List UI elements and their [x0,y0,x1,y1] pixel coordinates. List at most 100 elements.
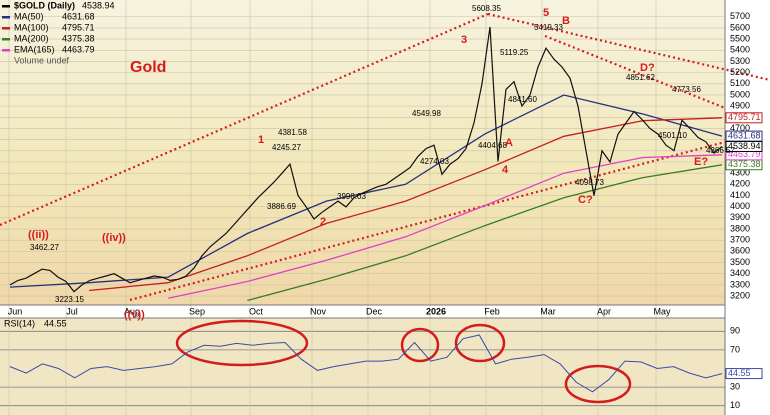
price-label: 4851.62 [626,73,655,82]
y-tick-label: 3900 [730,212,750,222]
x-tick-label: Jun [8,306,23,316]
y-tick-label: 70 [730,344,740,354]
wave-label: 4 [502,164,509,176]
price-label: 4549.98 [412,109,441,118]
value-tag-label: 4795.71 [728,112,761,122]
value-tag [725,140,763,152]
legend-swatch [2,5,10,8]
x-tick-label: Aug [124,306,140,316]
ma-line [89,117,723,292]
highlight-circle [564,364,632,404]
price-line [9,26,723,293]
price-label: 3462.27 [30,243,59,252]
wave-label: C? [578,194,593,206]
wave-label: A [505,137,513,149]
value-tag [725,368,763,380]
price-label: 4501.10 [658,131,687,140]
x-tick-label: Jul [66,306,78,316]
price-label: 4381.58 [278,128,307,137]
x-tick-label: Mar [540,306,556,316]
price-label: 4366.57 [706,146,735,155]
y-tick-label: 4100 [730,190,750,200]
ma-line [247,164,723,302]
wave-label: ((ii)) [28,229,49,241]
value-tag [725,112,763,124]
x-tick-label: Feb [484,306,500,316]
y-tick-label: 4700 [730,123,750,133]
y-tick-label: 90 [730,326,740,336]
rsi-value: 44.55 [44,318,67,328]
y-tick-label: 10 [730,400,740,410]
legend-swatch [2,49,10,52]
wave-label: 1 [258,134,264,146]
trendline [544,34,726,110]
value-tag-label: 4375.38 [728,159,761,169]
wave-label: ((iv)) [102,232,126,244]
trendline [487,12,770,82]
y-tick-label: 3300 [730,279,750,289]
legend-label: MA(100) [14,22,49,32]
legend-value: 4538.94 [82,0,115,10]
y-tick-label: 4000 [730,201,750,211]
y-tick-label: 3200 [730,290,750,300]
legend-label: MA(50) [14,11,44,21]
price-label: 4274.03 [420,157,449,166]
legend-swatch [2,38,10,41]
legend-label: Volume undef [14,55,70,65]
wave-label: 3 [461,34,467,46]
price-label: 4404.68 [478,141,507,150]
x-tick-label: May [653,306,671,316]
highlight-circle [400,327,440,363]
wave-label: D? [640,62,655,74]
rsi-circles [175,319,632,404]
y-tick-label: 3500 [730,257,750,267]
value-tag-label: 4631.68 [728,130,761,140]
highlight-circle [454,323,506,363]
highlight-circle [175,319,309,367]
y-tick-label: 3800 [730,223,750,233]
x-tick-label: Sep [189,306,205,316]
y-tick-label: 5100 [730,78,750,88]
y-tick-label: 5600 [730,22,750,32]
price-panel [0,0,725,305]
legend-value: 4375.38 [62,33,95,43]
y-tick-label: 5300 [730,56,750,66]
x-tick-label: Dec [366,306,383,316]
price-label: 5419.33 [534,23,563,32]
price-label: 4098.73 [575,178,604,187]
x-tick-label: 2026 [426,306,446,316]
legend-label: MA(200) [14,33,49,43]
wave-label: 2 [320,216,326,228]
y-tick-label: 3400 [730,268,750,278]
legend-label: $GOLD (Daily) [14,0,75,10]
x-tick-label: Apr [597,306,611,316]
ma-line [9,94,723,288]
price-label: 3886.69 [267,202,296,211]
price-label: 4773.56 [672,85,701,94]
y-tick-label: 5500 [730,33,750,43]
y-tick-label: 4200 [730,179,750,189]
rsi-title: RSI(14) [4,318,35,328]
price-label: 4841.60 [508,95,537,104]
price-label: 3998.03 [337,192,366,201]
y-tick-label: 30 [730,381,740,391]
legend-label: EMA(165) [14,44,55,54]
wave-label: 5 [543,7,549,19]
y-tick-label: 3700 [730,235,750,245]
y-tick-label: 5700 [730,11,750,21]
y-tick-label: 5000 [730,89,750,99]
value-tag-label: 4463.79 [728,149,761,159]
wave-label: ((v)) [124,309,145,321]
price-label: 3223.15 [55,295,84,304]
legend-value: 4631.68 [62,11,95,21]
value-tag-label: 44.55 [728,368,751,378]
annotation: Gold [130,59,166,76]
legend-value: 4795.71 [62,22,95,32]
y-tick-label: 4900 [730,101,750,111]
price-label: 4245.27 [272,143,301,152]
y-tick-label: 4300 [730,168,750,178]
legend-swatch [2,16,10,19]
x-tick-label: Oct [249,306,264,316]
